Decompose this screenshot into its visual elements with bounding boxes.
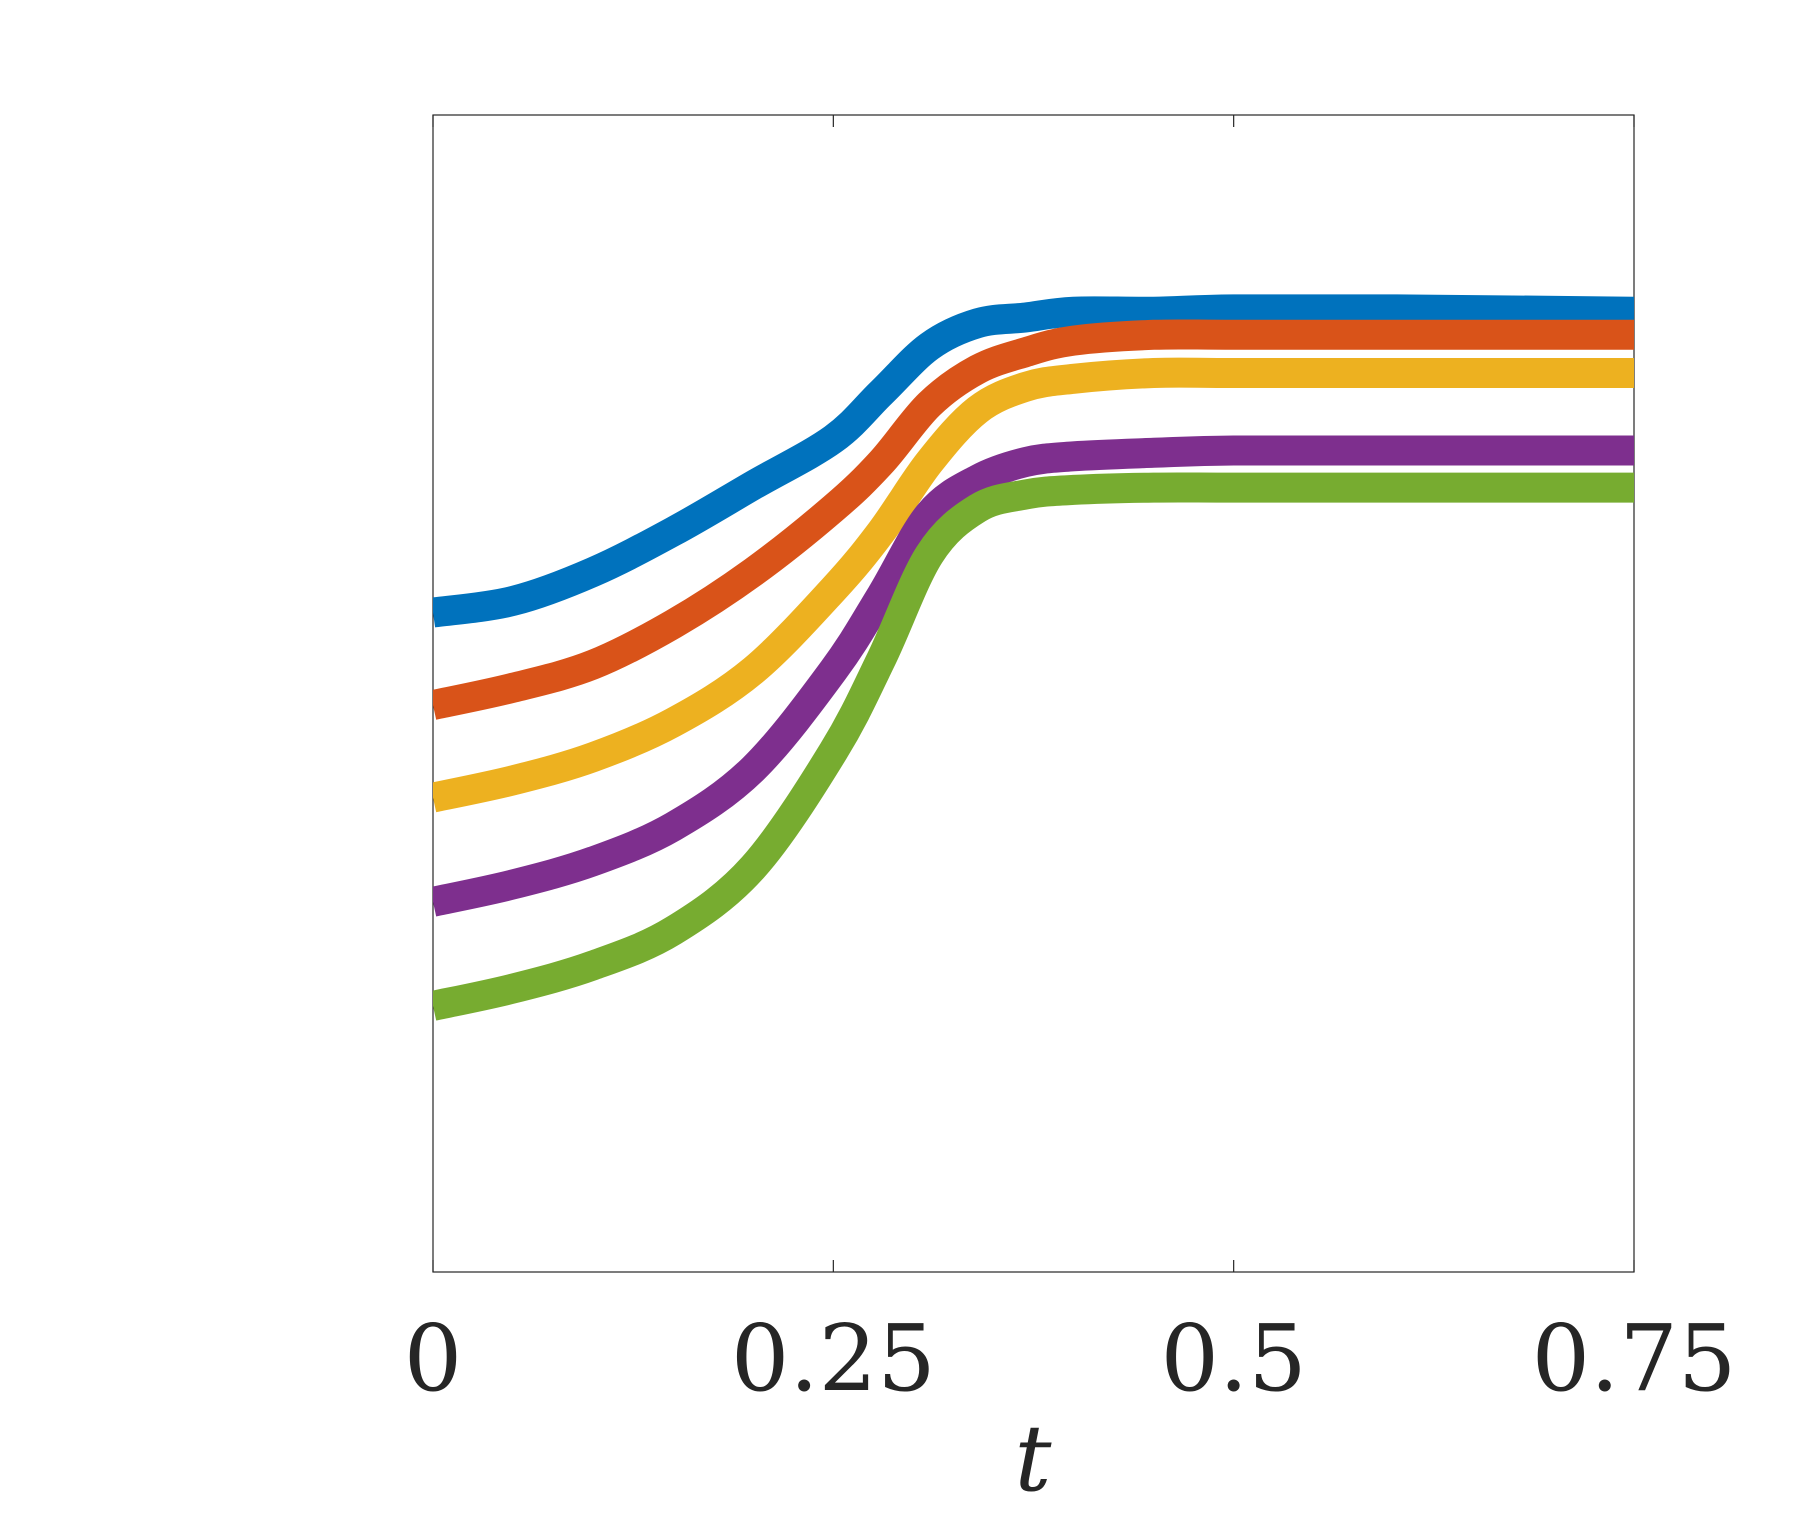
- series-line-5: [433, 472, 1634, 1021]
- x-tick-marks: [432, 115, 1635, 1272]
- series-layer: [433, 294, 1634, 1021]
- x-axis-label: t: [1015, 1405, 1053, 1512]
- series-line-1: [433, 294, 1634, 628]
- x-tick-labels: 0 0.25 0.5 0.75: [404, 1305, 1737, 1412]
- plot-area: [432, 114, 1635, 1273]
- series-line-4: [433, 435, 1634, 917]
- plot-frame: [432, 114, 1635, 1273]
- series-line-3: [433, 357, 1634, 813]
- x-tick-label-1: 0: [404, 1305, 463, 1412]
- x-tick-label-2: 0.25: [731, 1305, 936, 1412]
- x-tick-label-3: 0.5: [1161, 1305, 1307, 1412]
- x-tick-label-4: 0.75: [1532, 1305, 1737, 1412]
- series-line-2: [433, 319, 1634, 720]
